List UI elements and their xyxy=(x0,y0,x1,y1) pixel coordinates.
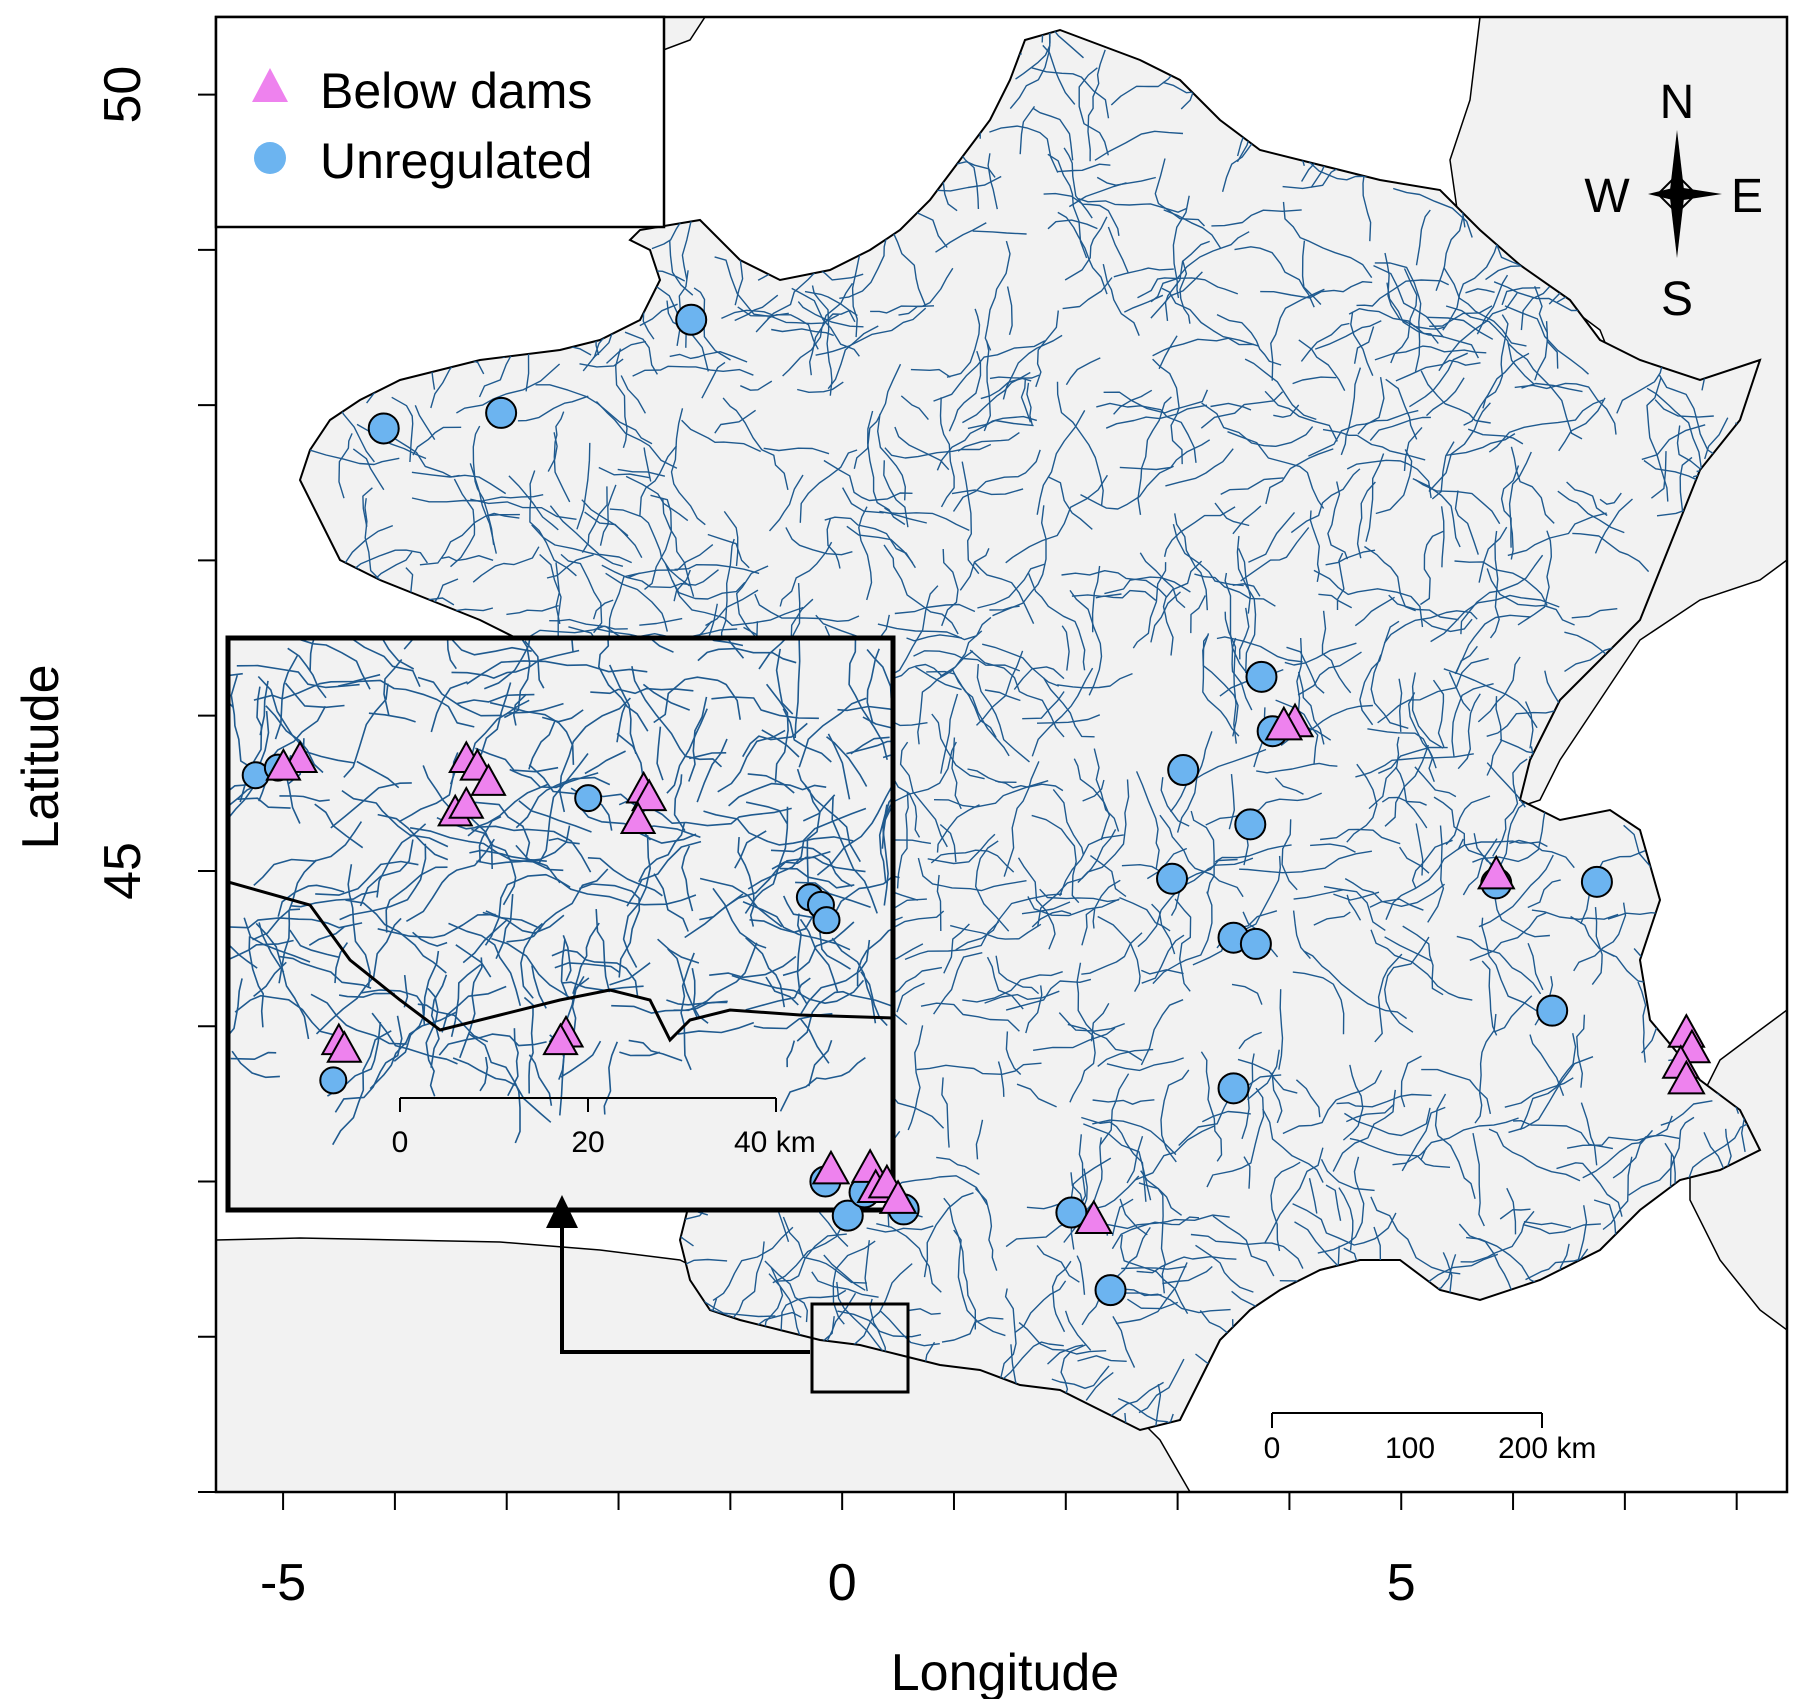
x-tick-label: -5 xyxy=(260,1554,306,1612)
unregulated-site-marker xyxy=(1241,929,1271,959)
x-tick-label: 0 xyxy=(828,1554,857,1612)
inset-map: 0 20 40 km xyxy=(103,538,997,1210)
inset-scale-tick-20: 20 xyxy=(571,1126,604,1159)
unregulated-site-marker xyxy=(1168,755,1198,785)
compass-north-label: N xyxy=(1660,76,1695,129)
inset-unregulated-marker xyxy=(320,1067,346,1093)
inset-unregulated-marker xyxy=(575,785,601,811)
x-tick-label: 5 xyxy=(1387,1554,1416,1612)
legend-circle-icon xyxy=(254,142,286,174)
compass-south-label: S xyxy=(1661,273,1693,326)
legend-label-unregulated: Unregulated xyxy=(320,133,592,189)
compass-east-label: E xyxy=(1731,170,1763,223)
inset-unregulated-marker xyxy=(814,907,840,933)
scale-tick-0: 0 xyxy=(1264,1432,1281,1465)
inset-scale-tick-0: 0 xyxy=(392,1126,409,1159)
y-tick-label: 50 xyxy=(94,66,152,124)
legend: Below dams Unregulated xyxy=(216,17,664,227)
unregulated-site-marker xyxy=(1235,809,1265,839)
unregulated-site-marker xyxy=(1246,662,1276,692)
inset-scale-tick-40: 40 km xyxy=(734,1126,816,1159)
unregulated-site-marker xyxy=(486,398,516,428)
unregulated-site-marker xyxy=(1219,1073,1249,1103)
unregulated-site-marker xyxy=(369,413,399,443)
legend-label-below-dams: Below dams xyxy=(320,63,592,119)
unregulated-site-marker xyxy=(1537,996,1567,1026)
x-axis-label: Longitude xyxy=(891,1644,1119,1699)
x-axis: -5 0 5 xyxy=(260,1492,1737,1612)
scale-tick-200: 200 km xyxy=(1498,1432,1596,1465)
compass-west-label: W xyxy=(1584,170,1630,223)
y-tick-label: 45 xyxy=(94,842,152,900)
y-axis-label: Latitude xyxy=(12,664,70,849)
unregulated-site-marker xyxy=(1582,867,1612,897)
unregulated-site-marker xyxy=(1157,864,1187,894)
unregulated-site-marker xyxy=(1096,1275,1126,1305)
y-axis: 45 50 xyxy=(94,66,216,1492)
legend-box xyxy=(216,17,664,227)
scale-tick-100: 100 xyxy=(1385,1432,1435,1465)
unregulated-site-marker xyxy=(676,305,706,335)
